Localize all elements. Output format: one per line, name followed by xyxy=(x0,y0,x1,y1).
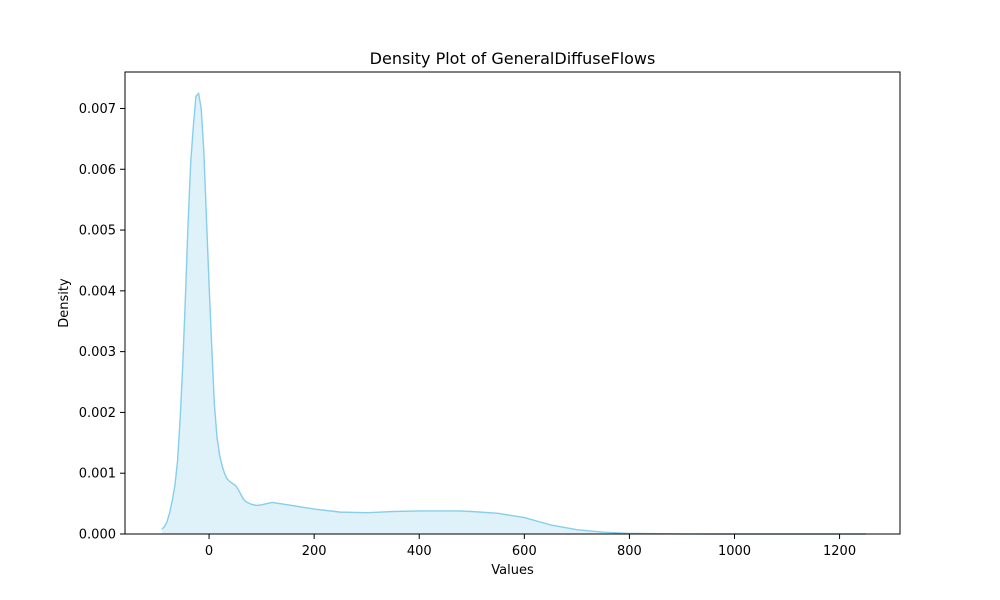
y-tick-label: 0.004 xyxy=(79,284,116,299)
x-axis: 0 200 400 600 800 1000 1200 xyxy=(205,534,856,559)
x-axis-title: Values xyxy=(491,563,534,578)
y-tick-label: 0.001 xyxy=(79,467,116,482)
y-axis: 0.000 0.001 0.002 0.003 0.004 0.005 0.006 0.007 xyxy=(79,102,125,543)
density-line-0 xyxy=(161,92,866,535)
y-tick-label: 0.005 xyxy=(79,224,116,239)
y-tick-label: 0.002 xyxy=(79,406,116,421)
density-area-0 xyxy=(161,93,866,534)
x-tick-label: 800 xyxy=(617,544,642,559)
chart-title: Density Plot of GeneralDiffuseFlows xyxy=(370,49,656,68)
x-tick-label: 200 xyxy=(302,544,327,559)
y-axis-title: Density xyxy=(57,278,72,328)
y-tick-label: 0.003 xyxy=(79,345,116,360)
plot-area xyxy=(161,92,866,535)
x-tick-label: 0 xyxy=(205,544,213,559)
x-tick-label: 1000 xyxy=(718,544,751,559)
x-tick-label: 1200 xyxy=(823,544,856,559)
x-tick-label: 600 xyxy=(512,544,537,559)
y-tick-label: 0.007 xyxy=(79,102,116,117)
y-tick-label: 0.006 xyxy=(79,163,116,178)
y-tick-label: 0.000 xyxy=(79,528,116,543)
plot-frame xyxy=(124,71,901,535)
x-tick-label: 400 xyxy=(407,544,432,559)
